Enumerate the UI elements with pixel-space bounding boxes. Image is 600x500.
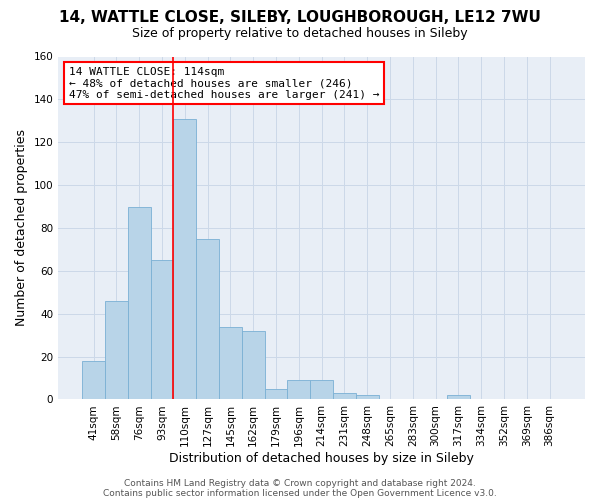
Bar [82,361,105,400]
Bar [333,393,356,400]
Bar [287,380,310,400]
Bar [151,260,173,400]
Bar [105,301,128,400]
Bar [173,118,196,400]
X-axis label: Distribution of detached houses by size in Sileby: Distribution of detached houses by size … [169,452,474,465]
Bar [447,395,470,400]
Text: Contains public sector information licensed under the Open Government Licence v3: Contains public sector information licen… [103,488,497,498]
Bar [128,206,151,400]
Text: Contains HM Land Registry data © Crown copyright and database right 2024.: Contains HM Land Registry data © Crown c… [124,478,476,488]
Bar [196,238,219,400]
Bar [265,388,287,400]
Bar [356,395,379,400]
Bar [310,380,333,400]
Text: 14 WATTLE CLOSE: 114sqm
← 48% of detached houses are smaller (246)
47% of semi-d: 14 WATTLE CLOSE: 114sqm ← 48% of detache… [69,67,379,100]
Text: Size of property relative to detached houses in Sileby: Size of property relative to detached ho… [132,28,468,40]
Text: 14, WATTLE CLOSE, SILEBY, LOUGHBOROUGH, LE12 7WU: 14, WATTLE CLOSE, SILEBY, LOUGHBOROUGH, … [59,10,541,25]
Bar [219,326,242,400]
Y-axis label: Number of detached properties: Number of detached properties [15,130,28,326]
Bar [242,331,265,400]
